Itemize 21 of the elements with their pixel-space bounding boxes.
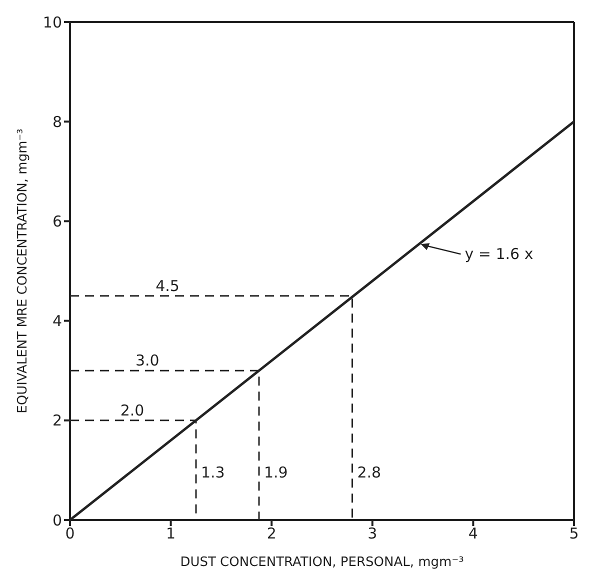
x-tick-label: 5 [569, 524, 579, 543]
annotation: 3.0 [135, 352, 160, 370]
annotation: 4.5 [156, 276, 180, 295]
annotation: y = 1.6 x [464, 245, 534, 264]
y-tick-label: 8 [52, 112, 62, 131]
y-tick-label: 2 [52, 412, 62, 430]
annotation: 1.3 [201, 464, 225, 482]
x-tick-label: 0 [65, 524, 75, 543]
x-tick-label: 1 [166, 524, 176, 543]
annotation: 2.8 [357, 464, 382, 482]
y-axis-title: EQUIVALENT MRE CONCENTRATION, mgm⁻³ [16, 128, 31, 414]
y-tick-label: 10 [42, 13, 62, 32]
y-tick-label: 6 [52, 212, 62, 231]
x-tick-label: 3 [368, 524, 378, 543]
annotation: 1.9 [264, 464, 288, 482]
x-tick-label: 4 [468, 524, 478, 543]
annotation: 2.0 [120, 401, 144, 420]
x-axis-title: DUST CONCENTRATION, PERSONAL, mgm⁻³ [180, 555, 464, 570]
y-tick-label: 0 [52, 511, 62, 530]
x-tick-label: 2 [266, 524, 276, 543]
y-tick-label: 4 [52, 312, 62, 330]
